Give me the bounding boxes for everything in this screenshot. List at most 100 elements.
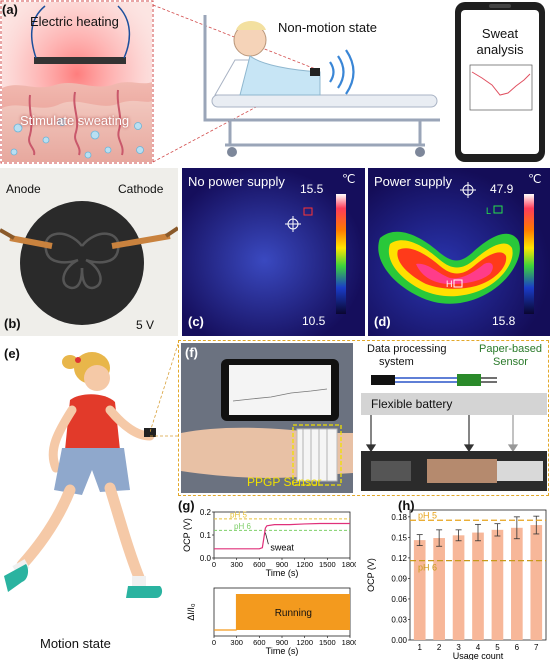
ocp-usage-chart: 1 2 3 4 5 6 7 pH 5 pH 6 0.00 0.03 0.06 0.09 0.12 0.15 0… [366,509,547,660]
ppgp-sensor-strip [296,428,338,482]
x-tick-label: 900 [276,560,289,569]
running-annotation: Running [275,608,312,619]
heater-electrode [34,57,126,64]
running-signal [236,594,350,630]
x-tick-label: 2 [437,643,442,652]
paper-sensor-line2: Sensor [493,356,528,368]
ocp-time-chart: pH 5 pH 6 0.0 0.1 0.2 0 300 600 900 1200 1500 1800 T… [182,508,356,578]
data-processing-line2: system [379,356,414,368]
zoom-line-top [152,4,319,71]
x-axis-label: Time (s) [266,568,299,578]
temperature-scale-d [524,194,534,314]
butterfly-electrode [44,232,120,290]
reference-label: pH 6 [418,563,437,573]
x-tick-label: 600 [253,560,266,569]
crosshair-icon-d [460,182,476,198]
panel-c: No power supply ℃ 15.5 10.5 (c) [182,168,365,336]
y-axis-label: ΔI/I₀ [186,603,196,621]
x-tick-label: 600 [253,638,266,647]
power-supply-label: Power supply [374,174,453,189]
x-tick-label: 1800 [342,560,356,569]
spot-label-l: L [486,206,492,216]
bar [472,532,484,640]
reference-label: pH 6 [234,522,251,531]
unit-c: ℃ [342,172,356,186]
panel-b: Anode Cathode (b) 5 V [0,168,180,336]
x-axis-label: Time (s) [266,646,299,656]
wrist-photo [181,343,353,493]
x-tick-label: 1800 [342,638,356,647]
y-tick-label: 0.00 [391,636,407,645]
electric-heating-label: Electric heating [30,14,119,29]
panel-d-letter: (d) [374,314,391,329]
wireless-signal-icon [329,49,355,95]
reference-label: pH 5 [418,510,437,520]
panel-g-letter: (g) [178,498,195,513]
paper-sensor-line1: Paper-based [479,343,542,355]
sweat-droplets [10,118,144,159]
panel-c-letter: (c) [188,314,204,329]
panel-e: (e) Motion state [0,340,180,660]
hotspot-marker [303,207,313,216]
runner-illustration [4,352,163,598]
x-tick-label: 300 [230,560,243,569]
zoom-box [0,0,154,164]
sensor-disc [20,201,144,325]
x-tick-label: 900 [276,638,289,647]
bar [530,525,543,640]
x-tick-label: 0 [212,560,216,569]
zoom-lines-e-f [150,343,179,437]
panel-b-letter: (b) [4,316,21,331]
x-tick-label: 1200 [296,560,313,569]
unit-d: ℃ [528,172,542,186]
patient-illustration [233,21,321,96]
motion-state-label: Motion state [40,636,111,651]
bed-illustration [203,15,440,157]
ppgp-sensor-label: PPGP Sensor [247,475,322,489]
panel-a-letter: (a) [2,2,18,17]
bar [413,540,426,640]
x-tick-label: 300 [230,638,243,647]
non-motion-state-label: Non-motion state [278,20,377,35]
min-temp-c: 10.5 [302,314,326,328]
panel-f-letter: (f) [185,345,198,360]
x-tick-label: 3 [456,643,461,652]
crosshair-icon [285,216,301,232]
phone-chart [469,64,533,111]
x-tick-label: 6 [515,643,520,652]
electrode-clips [0,226,180,249]
data-processing-line1: Data processing [367,343,447,355]
bar [511,527,523,640]
y-tick-label: 0.1 [200,531,212,540]
hot-spot-marker [453,279,463,288]
panel-a-illustration [0,0,545,164]
y-tick-label: 0.18 [391,513,407,522]
panel-b-photo [0,168,180,336]
panel-h-letter: (h) [398,498,415,513]
x-tick-label: 0 [212,638,216,647]
x-tick-label: 1 [417,643,422,652]
heat-pattern [378,231,520,304]
panel-f: PPGP Sensor (f) Data processing system P… [178,340,549,496]
y-tick-label: 0.12 [391,554,407,563]
x-tick-label: 1500 [319,638,336,647]
series-line [214,522,350,550]
anode-label: Anode [6,182,41,196]
bar [433,538,445,640]
bar [491,529,504,640]
sweat-analysis-line2: analysis [476,42,524,57]
heater-wire-right [117,5,131,59]
y-tick-label: 0.09 [391,574,407,583]
y-axis-label: OCP (V) [182,518,192,552]
y-tick-label: 0.03 [391,615,407,624]
x-axis-label: Usage count [453,651,504,660]
y-tick-label: 0.2 [200,508,212,517]
cathode-label: Cathode [118,182,164,196]
panel-e-letter: (e) [4,346,20,361]
flexible-battery-label: Flexible battery [371,397,453,411]
chip-block [371,375,395,385]
x-tick-label: 7 [534,643,539,652]
flexible-battery-block [361,393,547,415]
sweat-glands [28,89,124,156]
panel-d: Power supply ℃ 47.9 L H 15.8 (d) [368,168,550,336]
